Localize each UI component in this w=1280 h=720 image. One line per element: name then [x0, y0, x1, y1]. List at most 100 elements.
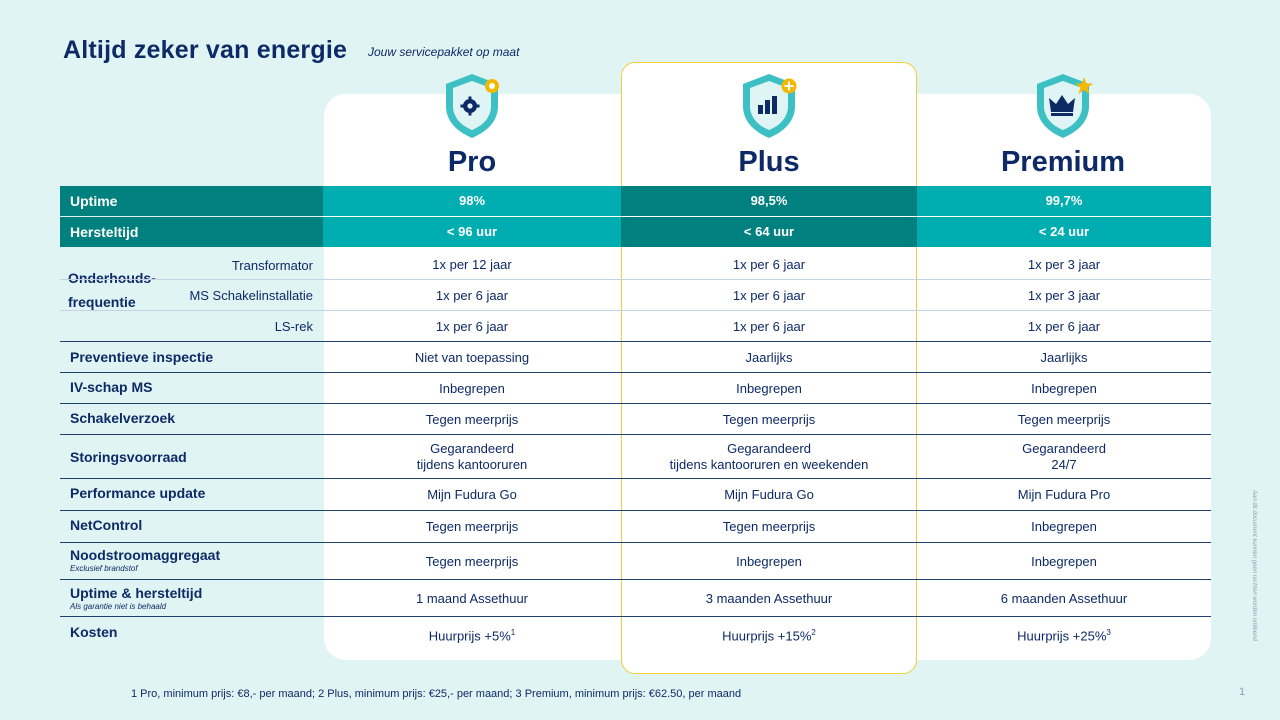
cell-ivschap-plus: Inbegrepen: [736, 381, 802, 396]
row-label-schakelverzoek: Schakelverzoek: [70, 410, 176, 426]
row-label-uptime-herstel-text: Uptime & hersteltijd: [70, 585, 203, 601]
cell-hersteltijd-pro: < 96 uur: [446, 224, 498, 239]
row-label-uptime: Uptime: [70, 193, 118, 209]
cell-ms-premium: 1x per 3 jaar: [1027, 288, 1101, 303]
cell-uptime-pro: 98%: [458, 193, 486, 208]
cell-storing-pro-line2: tijdens kantooruren: [416, 457, 528, 472]
cell-kosten-pro-text: Huurprijs +5%: [428, 628, 511, 644]
footnote-ref-3: 3: [1106, 628, 1111, 637]
row-note-noodstroom: Exclusief brandstof: [70, 564, 138, 573]
row-label-onderhoud-line2: frequentie: [68, 294, 136, 310]
plus-highlight-frame: [621, 62, 917, 674]
sublabel-transformator: Transformator: [231, 258, 313, 273]
cell-kosten-premium-text: Huurprijs +25%: [1017, 628, 1107, 644]
cell-kosten-plus: Huurprijs +15%2: [621, 625, 917, 644]
cell-hersteltijd-plus: < 64 uur: [743, 224, 795, 239]
row-label-uptime-herstel: Uptime & hersteltijd Als garantie niet i…: [70, 585, 202, 611]
cell-transformator-premium: 1x per 3 jaar: [1027, 257, 1101, 272]
cell-performance-plus: Mijn Fudura Go: [724, 487, 814, 502]
footnote-ref-2: 2: [811, 628, 816, 637]
cell-schakel-premium: Tegen meerprijs: [1017, 412, 1111, 427]
cell-storing-premium-line2: 24/7: [1051, 457, 1077, 472]
cell-storing-plus-line1: Gegarandeerd: [727, 441, 811, 456]
cell-netcontrol-plus: Tegen meerprijs: [722, 519, 816, 534]
row-transformator: Transformator 1x per 12 jaar 1x per 6 ja…: [60, 248, 1211, 280]
plan-header-premium: Premium: [915, 72, 1211, 184]
shield-chart-icon: [743, 74, 797, 138]
page-subtitle: Jouw servicepakket op maat: [368, 45, 520, 59]
cell-storing-plus-line2: tijdens kantooruren en weekenden: [669, 457, 869, 472]
row-uptime-herstel: Uptime & hersteltijd Als garantie niet i…: [60, 580, 1211, 617]
row-label-kosten: Kosten: [70, 624, 118, 640]
cell-transformator-pro: 1x per 12 jaar: [432, 257, 512, 272]
plan-name-plus: Plus: [738, 146, 800, 178]
sublabel-ms-schakel: MS Schakelinstallatie: [189, 288, 313, 303]
cell-uptime-premium: 99,7%: [1045, 193, 1083, 208]
row-label-onderhoud: Onderhouds- frequentie: [68, 266, 156, 314]
cell-preventieve-premium: Jaarlijks: [1040, 350, 1088, 365]
page-title: Altijd zeker van energie: [63, 36, 348, 64]
cell-ms-plus: 1x per 6 jaar: [732, 288, 806, 303]
row-ls-rek: LS-rek 1x per 6 jaar 1x per 6 jaar 1x pe…: [60, 311, 1211, 341]
plan-name-premium: Premium: [1000, 146, 1126, 178]
cell-ls-plus: 1x per 6 jaar: [732, 319, 806, 334]
cell-performance-premium: Mijn Fudura Pro: [1017, 487, 1111, 502]
row-group-onderhoud: Onderhouds- frequentie: [60, 248, 1211, 342]
cell-nood-plus: Inbegrepen: [736, 554, 802, 569]
row-noodstroom: Noodstroomaggregaat Exclusief brandstof …: [60, 543, 1211, 580]
row-performance: Performance update Mijn Fudura Go Mijn F…: [60, 479, 1211, 511]
row-label-onderhoud-line1: Onderhouds-: [68, 270, 156, 286]
cell-hersteltijd-premium: < 24 uur: [1038, 224, 1090, 239]
page-number: 1: [1239, 686, 1246, 698]
cell-kosten-pro: Huurprijs +5%1: [324, 625, 620, 644]
row-label-noodstroom: Noodstroomaggregaat Exclusief brandstof: [70, 547, 220, 573]
cell-kosten-premium: Huurprijs +25%3: [917, 625, 1211, 644]
cell-ls-pro: 1x per 6 jaar: [435, 319, 509, 334]
row-label-hersteltijd: Hersteltijd: [70, 224, 139, 240]
row-ivschap: IV-schap MS Inbegrepen Inbegrepen Inbegr…: [60, 373, 1211, 404]
cell-storing-premium-line1: Gegarandeerd: [1022, 441, 1106, 456]
row-label-preventieve: Preventieve inspectie: [70, 349, 214, 365]
footnote-ref-1: 1: [510, 628, 516, 637]
cell-uptimeherstel-plus: 3 maanden Assethuur: [705, 591, 833, 606]
sublabel-ls-rek: LS-rek: [274, 319, 313, 334]
row-hersteltijd: Hersteltijd < 96 uur < 64 uur < 24 uur: [60, 217, 1211, 247]
cell-uptime-plus: 98,5%: [750, 193, 788, 208]
shield-crown-icon: [1037, 74, 1093, 138]
cell-netcontrol-pro: Tegen meerprijs: [425, 519, 519, 534]
cell-netcontrol-premium: Inbegrepen: [1031, 519, 1097, 534]
row-label-noodstroom-text: Noodstroomaggregaat: [70, 547, 221, 563]
plan-header-plus: Plus: [621, 72, 917, 184]
side-disclaimer: Aan dit document kunnen geen rechten wor…: [1251, 490, 1257, 641]
cell-storing-pro: Gegarandeerd tijdens kantooruren: [324, 441, 620, 473]
plan-header-pro: Pro: [324, 72, 620, 184]
cell-storing-plus: Gegarandeerd tijdens kantooruren en week…: [621, 441, 917, 473]
cell-storing-premium: Gegarandeerd 24/7: [917, 441, 1211, 473]
cell-nood-premium: Inbegrepen: [1031, 554, 1097, 569]
cell-uptimeherstel-pro: 1 maand Assethuur: [415, 591, 529, 606]
cell-preventieve-pro: Niet van toepassing: [414, 350, 530, 365]
row-kosten: Kosten Huurprijs +5%1 Huurprijs +15%2 Hu…: [60, 617, 1211, 653]
cell-uptimeherstel-premium: 6 maanden Assethuur: [1000, 591, 1128, 606]
cell-ivschap-pro: Inbegrepen: [439, 381, 505, 396]
cell-kosten-plus-text: Huurprijs +15%: [722, 628, 812, 644]
cell-ls-premium: 1x per 6 jaar: [1027, 319, 1101, 334]
cell-schakel-plus: Tegen meerprijs: [722, 412, 816, 427]
row-preventieve: Preventieve inspectie Niet van toepassin…: [60, 342, 1211, 373]
row-note-uptime-herstel: Als garantie niet is behaald: [70, 602, 167, 611]
cell-nood-pro: Tegen meerprijs: [425, 554, 519, 569]
row-uptime: Uptime 98% 98,5% 99,7%: [60, 186, 1211, 216]
cell-schakel-pro: Tegen meerprijs: [425, 412, 519, 427]
cell-ms-pro: 1x per 6 jaar: [435, 288, 509, 303]
row-netcontrol: NetControl Tegen meerprijs Tegen meerpri…: [60, 511, 1211, 543]
shield-gear-icon: [446, 74, 499, 138]
plan-name-pro: Pro: [447, 146, 497, 178]
row-storingsvoorraad: Storingsvoorraad Gegarandeerd tijdens ka…: [60, 435, 1211, 479]
row-schakelverzoek: Schakelverzoek Tegen meerprijs Tegen mee…: [60, 404, 1211, 435]
cell-preventieve-plus: Jaarlijks: [745, 350, 793, 365]
cell-storing-pro-line1: Gegarandeerd: [430, 441, 514, 456]
cell-transformator-plus: 1x per 6 jaar: [732, 257, 806, 272]
row-label-storing: Storingsvoorraad: [70, 449, 187, 465]
footnote: 1 Pro, minimum prijs: €8,- per maand; 2 …: [131, 688, 742, 700]
cell-performance-pro: Mijn Fudura Go: [427, 487, 517, 502]
